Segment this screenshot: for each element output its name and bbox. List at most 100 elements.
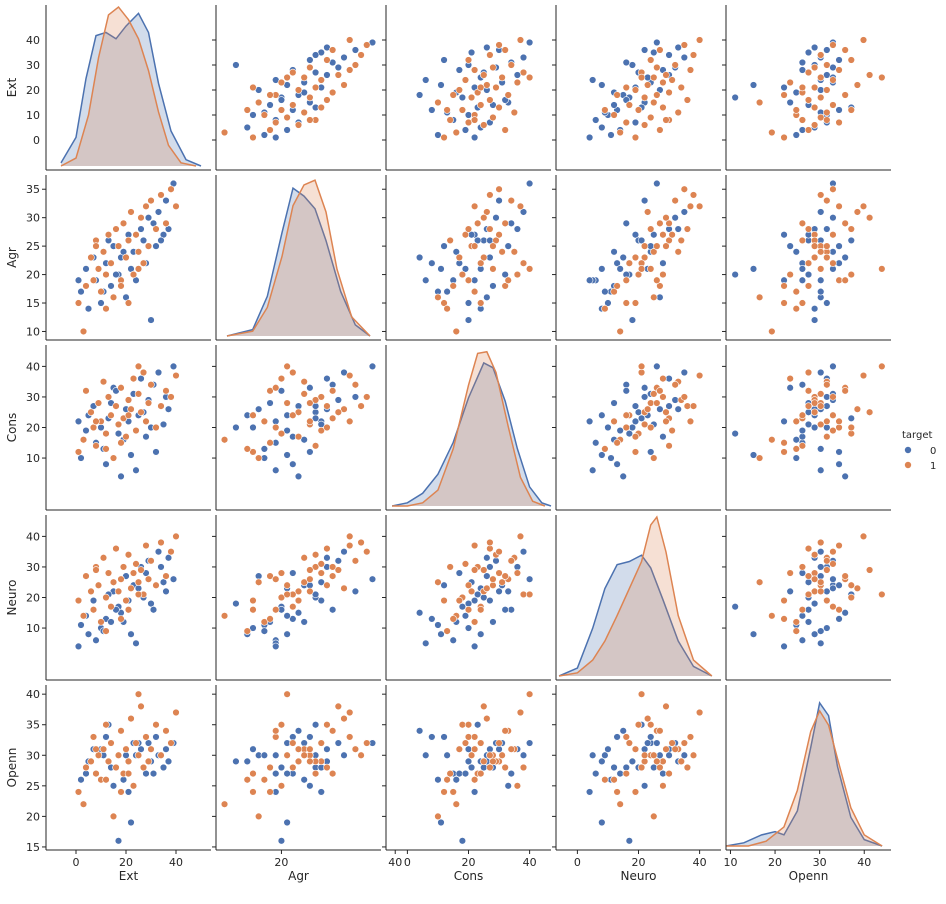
point-Agr-vs-Cons-series-0-27 [486, 253, 494, 262]
point-Ext-vs-Agr-series-1-8 [300, 108, 308, 117]
point-Agr-vs-Cons-series-1-6 [489, 265, 497, 273]
point-Openn-vs-Neuro-series-1-26 [653, 757, 661, 766]
point-Cons-vs-Neuro-series-0-16 [659, 432, 667, 441]
point-Ext-vs-Neuro-series-1-25 [686, 66, 695, 74]
point-Openn-vs-Cons-series-0-23 [495, 745, 503, 753]
point-Neuro-vs-Cons-series-1-28 [464, 581, 473, 589]
point-Agr-vs-Ext-series-1-31 [167, 185, 175, 193]
point-Agr-vs-Neuro-series-1-23 [662, 213, 670, 222]
point-Agr-vs-Ext-series-1-27 [147, 196, 155, 205]
point-Openn-vs-Cons-series-1-0 [440, 788, 448, 796]
point-Agr-vs-Ext-series-1-33 [102, 305, 110, 313]
point-Ext-vs-Cons-series-1-19 [483, 81, 491, 89]
point-Neuro-vs-Ext-series-0-22 [159, 578, 168, 586]
point-Cons-vs-Neuro-series-1-32 [695, 371, 704, 380]
subplot-Openn-vs-Cons [382, 685, 551, 851]
point-Cons-vs-Ext-series-1-19 [127, 405, 135, 413]
point-Ext-vs-Agr-series-0-14 [323, 71, 331, 79]
point-Ext-vs-Neuro-series-0-34 [585, 133, 594, 142]
point-Cons-vs-Neuro-series-1-13 [683, 402, 692, 410]
point-Neuro-vs-Cons-series-1-29 [486, 538, 494, 547]
point-Cons-vs-Openn-series-1-31 [829, 393, 837, 401]
point-Agr-vs-Openn-series-1-23 [865, 213, 874, 222]
point-Openn-vs-Ext-series-1-37 [124, 769, 133, 778]
point-Openn-vs-Cons-series-1-5 [446, 769, 454, 778]
point-Cons-vs-Openn-series-0-23 [823, 393, 831, 401]
point-Cons-vs-Ext-series-1-37 [124, 411, 133, 419]
point-Agr-vs-Cons-series-0-28 [443, 287, 451, 296]
point-Ext-vs-Openn-series-1-37 [798, 83, 807, 92]
point-Ext-vs-Neuro-series-0-25 [653, 38, 661, 47]
ylabel-Neuro: Neuro [5, 580, 19, 616]
point-Ext-vs-Neuro-series-1-13 [683, 96, 692, 104]
point-Agr-vs-Ext-series-1-30 [162, 219, 170, 228]
point-Openn-vs-Neuro-series-0-6 [640, 782, 649, 790]
point-Cons-vs-Neuro-series-1-24 [637, 368, 646, 377]
point-Agr-vs-Cons-series-0-15 [480, 236, 488, 245]
point-Neuro-vs-Cons-series-1-36 [470, 566, 479, 574]
point-Neuro-vs-Agr-series-0-18 [232, 599, 240, 608]
point-Cons-vs-Ext-series-1-1 [79, 436, 88, 444]
point-Cons-vs-Ext-series-0-16 [142, 432, 150, 441]
point-Cons-vs-Neuro-series-1-37 [622, 411, 630, 419]
point-Agr-vs-Ext-series-0-34 [74, 276, 83, 284]
point-Openn-vs-Neuro-series-1-16 [665, 769, 673, 778]
point-Neuro-vs-Agr-series-0-19 [328, 606, 337, 614]
point-Neuro-vs-Agr-series-1-19 [340, 584, 348, 593]
point-Cons-vs-Agr-series-0-13 [272, 466, 280, 474]
point-Agr-vs-Ext-series-1-22 [134, 248, 143, 256]
point-Cons-vs-Agr-series-0-5 [266, 399, 274, 407]
point-Ext-vs-Neuro-series-0-23 [640, 46, 649, 54]
point-Openn-vs-Neuro-series-0-20 [647, 733, 655, 741]
point-Agr-vs-Cons-series-1-15 [504, 276, 512, 284]
point-Agr-vs-Cons-series-1-31 [495, 185, 503, 193]
point-Ext-vs-Neuro-series-1-21 [668, 76, 676, 84]
point-Agr-vs-Neuro-series-1-6 [647, 265, 655, 273]
point-Neuro-vs-Agr-series-1-2 [266, 572, 274, 580]
point-Openn-vs-Ext-series-0-14 [137, 745, 145, 753]
point-Cons-vs-Ext-series-0-8 [117, 472, 125, 481]
kde-line-Neuro-series-0 [558, 554, 713, 677]
point-Cons-vs-Neuro-series-0-18 [628, 423, 637, 432]
xlabel-Openn: Openn [789, 869, 829, 883]
point-Cons-vs-Agr-series-1-17 [294, 432, 303, 441]
point-Cons-vs-Openn-series-0-29 [847, 414, 855, 423]
point-Openn-vs-Agr-series-0-2 [272, 769, 280, 778]
point-Openn-vs-Ext-series-1-21 [132, 739, 140, 747]
point-Ext-vs-Openn-series-1-13 [804, 96, 813, 104]
point-Openn-vs-Neuro-series-0-8 [619, 727, 627, 735]
point-Neuro-vs-Cons-series-0-23 [495, 587, 503, 596]
point-Openn-vs-Neuro-series-0-26 [616, 769, 624, 778]
point-Agr-vs-Ext-series-1-3 [87, 253, 95, 262]
point-Agr-vs-Cons-series-1-32 [516, 202, 525, 210]
point-Cons-vs-Openn-series-1-2 [804, 387, 813, 395]
point-Cons-vs-Neuro-series-1-19 [643, 405, 652, 413]
point-Cons-vs-Agr-series-1-4 [272, 423, 280, 432]
point-Agr-vs-Neuro-series-1-35 [637, 265, 646, 273]
point-Ext-vs-Openn-series-1-18 [810, 83, 819, 92]
point-Cons-vs-Agr-series-1-6 [283, 399, 291, 407]
point-Agr-vs-Neuro-series-1-20 [659, 270, 667, 279]
point-Ext-vs-Cons-series-1-1 [452, 128, 460, 137]
point-Agr-vs-Cons-series-1-22 [498, 248, 506, 256]
xtick-label-Neuro-20: 20 [632, 856, 646, 869]
point-Openn-vs-Cons-series-0-34 [470, 788, 479, 796]
point-Openn-vs-Agr-series-1-7 [260, 776, 269, 784]
point-Agr-vs-Neuro-series-1-33 [601, 305, 609, 313]
point-Neuro-vs-Openn-series-1-3 [810, 587, 819, 596]
point-Agr-vs-Neuro-series-1-12 [650, 293, 658, 302]
point-Ext-vs-Neuro-series-1-32 [695, 36, 704, 44]
kde-line-Agr-series-0 [226, 186, 371, 337]
point-Cons-vs-Openn-series-1-27 [823, 381, 831, 389]
point-Cons-vs-Neuro-series-0-14 [665, 374, 673, 383]
point-Cons-vs-Neuro-series-1-21 [668, 426, 676, 435]
point-Cons-vs-Neuro-series-0-4 [613, 460, 621, 468]
point-Agr-vs-Cons-series-0-21 [519, 208, 528, 216]
point-Openn-vs-Ext-series-0-31 [119, 776, 128, 784]
point-Openn-vs-Neuro-series-1-37 [622, 769, 630, 778]
point-Cons-vs-Openn-series-0-8 [841, 472, 849, 481]
point-Neuro-vs-Openn-series-1-31 [829, 547, 837, 556]
point-Openn-vs-Neuro-series-1-33 [601, 776, 609, 784]
point-Ext-vs-Neuro-series-1-34 [613, 91, 621, 99]
ytick-label-Agr-10: 10 [26, 325, 40, 338]
